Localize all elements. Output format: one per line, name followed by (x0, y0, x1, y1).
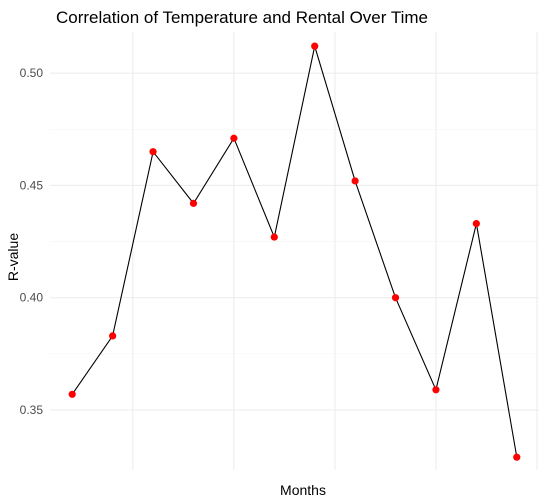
data-point (311, 42, 319, 50)
data-point (270, 233, 278, 241)
y-tick-label: 0.50 (20, 66, 44, 80)
data-point (472, 219, 480, 228)
data-point (391, 294, 400, 302)
data-point (109, 332, 117, 340)
chart-title: Correlation of Temperature and Rental Ov… (56, 8, 428, 27)
data-point (189, 199, 198, 207)
series-line (71, 46, 518, 458)
y-axis-label: R-value (5, 233, 21, 281)
y-tick-label: 0.35 (20, 403, 44, 417)
data-point (68, 390, 76, 398)
y-tick-label: 0.45 (20, 178, 44, 192)
y-tick-label: 0.40 (20, 291, 44, 305)
data-point (149, 148, 157, 156)
data-point (230, 134, 238, 142)
data-point (351, 177, 359, 185)
data-point (513, 453, 521, 461)
grid (50, 32, 539, 470)
data-points (68, 42, 521, 461)
data-point (432, 386, 440, 394)
x-axis-label: Months (280, 482, 326, 498)
y-axis-ticks: 0.35 0.40 0.45 0.50 (20, 66, 44, 417)
